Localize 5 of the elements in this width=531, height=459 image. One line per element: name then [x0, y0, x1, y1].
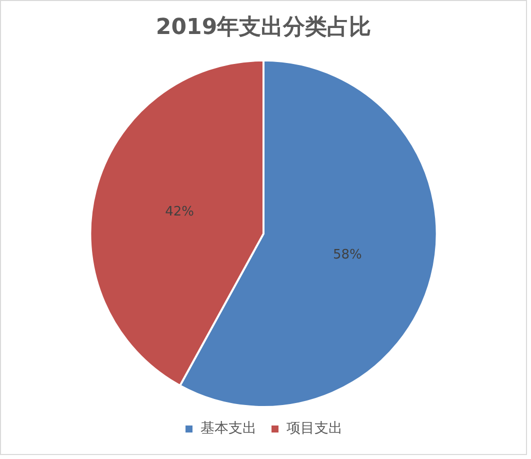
chart-title: 2019年支出分类占比: [156, 14, 372, 40]
legend-label: 项目支出: [286, 420, 342, 437]
data-label: 42%: [165, 204, 194, 220]
data-label: 58%: [332, 248, 362, 263]
legend-label: 基本支出: [200, 420, 256, 437]
